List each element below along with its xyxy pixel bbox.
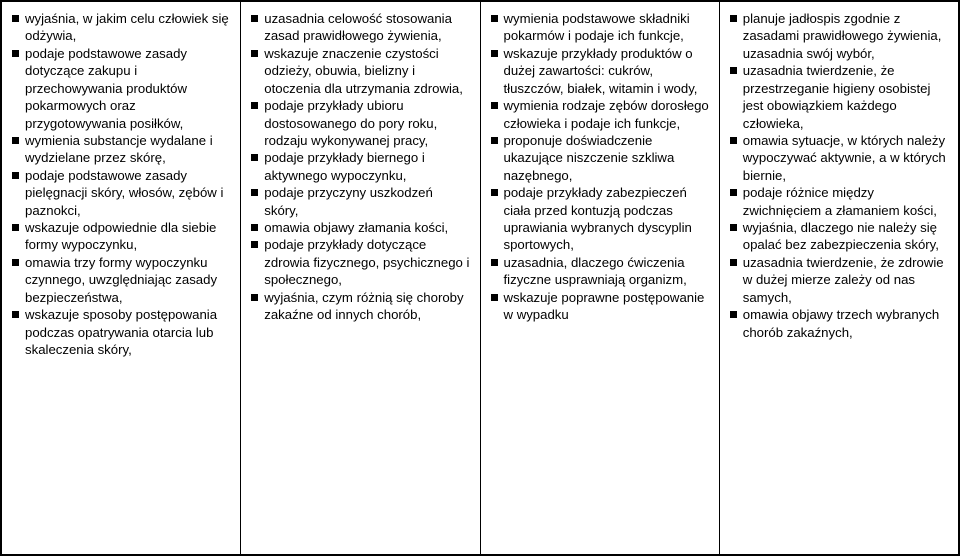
list-item-text: podaje podstawowe zasady dotyczące zakup… [25,45,230,132]
square-bullet-icon [491,15,498,22]
square-bullet-icon [491,294,498,301]
list-item-text: proponuje doświadczenie ukazujące niszcz… [504,132,709,184]
list-item-text: wymienia podstawowe składniki pokarmów i… [504,10,709,45]
list-item-text: omawia trzy formy wypoczynku czynnego, u… [25,254,230,306]
list-item: uzasadnia celowość stosowania zasad praw… [251,10,469,45]
list-item: wymienia rodzaje zębów dorosłego człowie… [491,97,709,132]
list-item-text: uzasadnia twierdzenie, że zdrowie w duże… [743,254,948,306]
square-bullet-icon [251,154,258,161]
square-bullet-icon [251,189,258,196]
list-item-text: wyjaśnia, w jakim celu człowiek się odży… [25,10,230,45]
list-item: podaje przykłady ubioru dostosowanego do… [251,97,469,149]
square-bullet-icon [12,50,19,57]
list-item: uzasadnia twierdzenie, że przestrzeganie… [730,62,948,132]
list-item: planuje jadłospis zgodnie z zasadami pra… [730,10,948,62]
column-4: planuje jadłospis zgodnie z zasadami pra… [720,2,958,554]
square-bullet-icon [730,259,737,266]
square-bullet-icon [730,15,737,22]
list-item-text: wskazuje sposoby postępowania podczas op… [25,306,230,358]
list-item: wskazuje sposoby postępowania podczas op… [12,306,230,358]
square-bullet-icon [251,241,258,248]
list-item-text: wyjaśnia, czym różnią się choroby zakaźn… [264,289,469,324]
square-bullet-icon [12,137,19,144]
list-item: wskazuje znaczenie czystości odzieży, ob… [251,45,469,97]
list-item-text: omawia objawy trzech wybranych chorób za… [743,306,948,341]
list-item-text: wymienia rodzaje zębów dorosłego człowie… [504,97,709,132]
list-item: wymienia podstawowe składniki pokarmów i… [491,10,709,45]
square-bullet-icon [12,172,19,179]
square-bullet-icon [251,294,258,301]
list-item: wskazuje odpowiednie dla siebie formy wy… [12,219,230,254]
list-item-text: planuje jadłospis zgodnie z zasadami pra… [743,10,948,62]
square-bullet-icon [251,224,258,231]
list-item: omawia trzy formy wypoczynku czynnego, u… [12,254,230,306]
list-item-text: wyjaśnia, dlaczego nie należy się opalać… [743,219,948,254]
list-item: podaje przykłady biernego i aktywnego wy… [251,149,469,184]
list-item-text: podaje przyczyny uszkodzeń skóry, [264,184,469,219]
list-item: podaje podstawowe zasady dotyczące zakup… [12,45,230,132]
column-1: wyjaśnia, w jakim celu człowiek się odży… [2,2,241,554]
square-bullet-icon [730,67,737,74]
list-item-text: uzasadnia celowość stosowania zasad praw… [264,10,469,45]
list-item-text: podaje różnice między zwichnięciem a zła… [743,184,948,219]
list-item-text: podaje przykłady dotyczące zdrowia fizyc… [264,236,469,288]
square-bullet-icon [730,311,737,318]
square-bullet-icon [251,15,258,22]
list-item: omawia objawy trzech wybranych chorób za… [730,306,948,341]
list-item: uzasadnia twierdzenie, że zdrowie w duże… [730,254,948,306]
square-bullet-icon [730,137,737,144]
list-item-text: uzasadnia twierdzenie, że przestrzeganie… [743,62,948,132]
list-item-text: wskazuje przykłady produktów o dużej zaw… [504,45,709,97]
square-bullet-icon [491,50,498,57]
square-bullet-icon [12,15,19,22]
list-item-text: wskazuje poprawne postępowanie w wypadku [504,289,709,324]
list-item-text: wskazuje odpowiednie dla siebie formy wy… [25,219,230,254]
square-bullet-icon [12,259,19,266]
list-item-text: podaje przykłady zabezpieczeń ciała prze… [504,184,709,254]
square-bullet-icon [491,189,498,196]
square-bullet-icon [12,224,19,231]
list-item-text: omawia objawy złamania kości, [264,219,469,236]
list-item-text: podaje przykłady biernego i aktywnego wy… [264,149,469,184]
square-bullet-icon [251,50,258,57]
curriculum-table: wyjaśnia, w jakim celu człowiek się odży… [0,0,960,556]
square-bullet-icon [730,224,737,231]
square-bullet-icon [491,259,498,266]
list-item: podaje różnice między zwichnięciem a zła… [730,184,948,219]
list-item-text: podaje przykłady ubioru dostosowanego do… [264,97,469,149]
square-bullet-icon [12,311,19,318]
column-3: wymienia podstawowe składniki pokarmów i… [481,2,720,554]
list-item-text: podaje podstawowe zasady pielęgnacji skó… [25,167,230,219]
list-item-text: wskazuje znaczenie czystości odzieży, ob… [264,45,469,97]
list-item: wyjaśnia, dlaczego nie należy się opalać… [730,219,948,254]
list-item: podaje przyczyny uszkodzeń skóry, [251,184,469,219]
list-item: podaje przykłady zabezpieczeń ciała prze… [491,184,709,254]
square-bullet-icon [491,102,498,109]
list-item: wskazuje przykłady produktów o dużej zaw… [491,45,709,97]
list-item: wyjaśnia, czym różnią się choroby zakaźn… [251,289,469,324]
list-item: omawia objawy złamania kości, [251,219,469,236]
square-bullet-icon [730,189,737,196]
list-item-text: uzasadnia, dlaczego ćwiczenia fizyczne u… [504,254,709,289]
list-item: proponuje doświadczenie ukazujące niszcz… [491,132,709,184]
list-item: podaje podstawowe zasady pielęgnacji skó… [12,167,230,219]
list-item: wymienia substancje wydalane i wydzielan… [12,132,230,167]
square-bullet-icon [251,102,258,109]
list-item: uzasadnia, dlaczego ćwiczenia fizyczne u… [491,254,709,289]
list-item-text: wymienia substancje wydalane i wydzielan… [25,132,230,167]
column-2: uzasadnia celowość stosowania zasad praw… [241,2,480,554]
list-item-text: omawia sytuacje, w których należy wypocz… [743,132,948,184]
list-item: wyjaśnia, w jakim celu człowiek się odży… [12,10,230,45]
list-item: omawia sytuacje, w których należy wypocz… [730,132,948,184]
square-bullet-icon [491,137,498,144]
list-item: wskazuje poprawne postępowanie w wypadku [491,289,709,324]
list-item: podaje przykłady dotyczące zdrowia fizyc… [251,236,469,288]
